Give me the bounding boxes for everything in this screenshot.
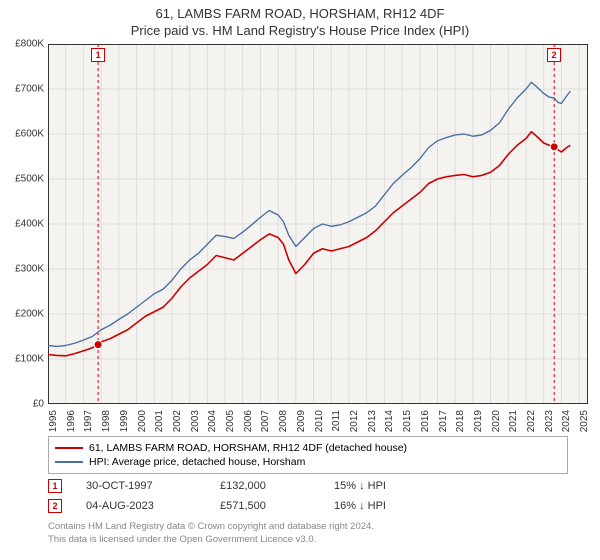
ytick-label: £200K [2,309,44,320]
marker-price-2: £571,500 [220,500,310,512]
chart-area: £0£100K£200K£300K£400K£500K£600K£700K£80… [48,44,588,404]
marker-row-1: 1 30-OCT-1997 £132,000 15% ↓ HPI [48,476,568,496]
ytick-label: £400K [2,219,44,230]
ytick-label: £600K [2,129,44,140]
marker-date-1: 30-OCT-1997 [86,480,196,492]
plot-svg [48,44,588,404]
ytick-label: £700K [2,84,44,95]
marker-row-2: 2 04-AUG-2023 £571,500 16% ↓ HPI [48,496,568,516]
marker-tag: 2 [547,48,561,62]
chart-container: 61, LAMBS FARM ROAD, HORSHAM, RH12 4DF P… [0,0,600,560]
legend-row-hpi: HPI: Average price, detached house, Hors… [55,455,561,469]
ytick-label: £500K [2,174,44,185]
marker-price-1: £132,000 [220,480,310,492]
legend-swatch-property [55,447,83,449]
marker-box-1: 1 [48,479,62,493]
title-block: 61, LAMBS FARM ROAD, HORSHAM, RH12 4DF P… [0,0,600,38]
ytick-label: £100K [2,354,44,365]
marker-diff-1: 15% ↓ HPI [334,480,424,492]
legend-box: 61, LAMBS FARM ROAD, HORSHAM, RH12 4DF (… [48,436,568,474]
legend-row-property: 61, LAMBS FARM ROAD, HORSHAM, RH12 4DF (… [55,441,561,455]
marker-diff-2: 16% ↓ HPI [334,500,424,512]
footer: Contains HM Land Registry data © Crown c… [48,520,374,546]
footer-line2: This data is licensed under the Open Gov… [48,533,374,546]
marker-box-2: 2 [48,499,62,513]
ytick-label: £0 [2,399,44,410]
legend-label-hpi: HPI: Average price, detached house, Hors… [89,455,305,469]
footer-line1: Contains HM Land Registry data © Crown c… [48,520,374,533]
ytick-label: £300K [2,264,44,275]
markers-table: 1 30-OCT-1997 £132,000 15% ↓ HPI 2 04-AU… [48,476,568,516]
title-sub: Price paid vs. HM Land Registry's House … [0,23,600,38]
legend-label-property: 61, LAMBS FARM ROAD, HORSHAM, RH12 4DF (… [89,441,407,455]
marker-tag: 1 [91,48,105,62]
legend-swatch-hpi [55,461,83,463]
title-main: 61, LAMBS FARM ROAD, HORSHAM, RH12 4DF [0,6,600,21]
ytick-label: £800K [2,39,44,50]
marker-date-2: 04-AUG-2023 [86,500,196,512]
xtick-label: 2025 [579,410,590,450]
